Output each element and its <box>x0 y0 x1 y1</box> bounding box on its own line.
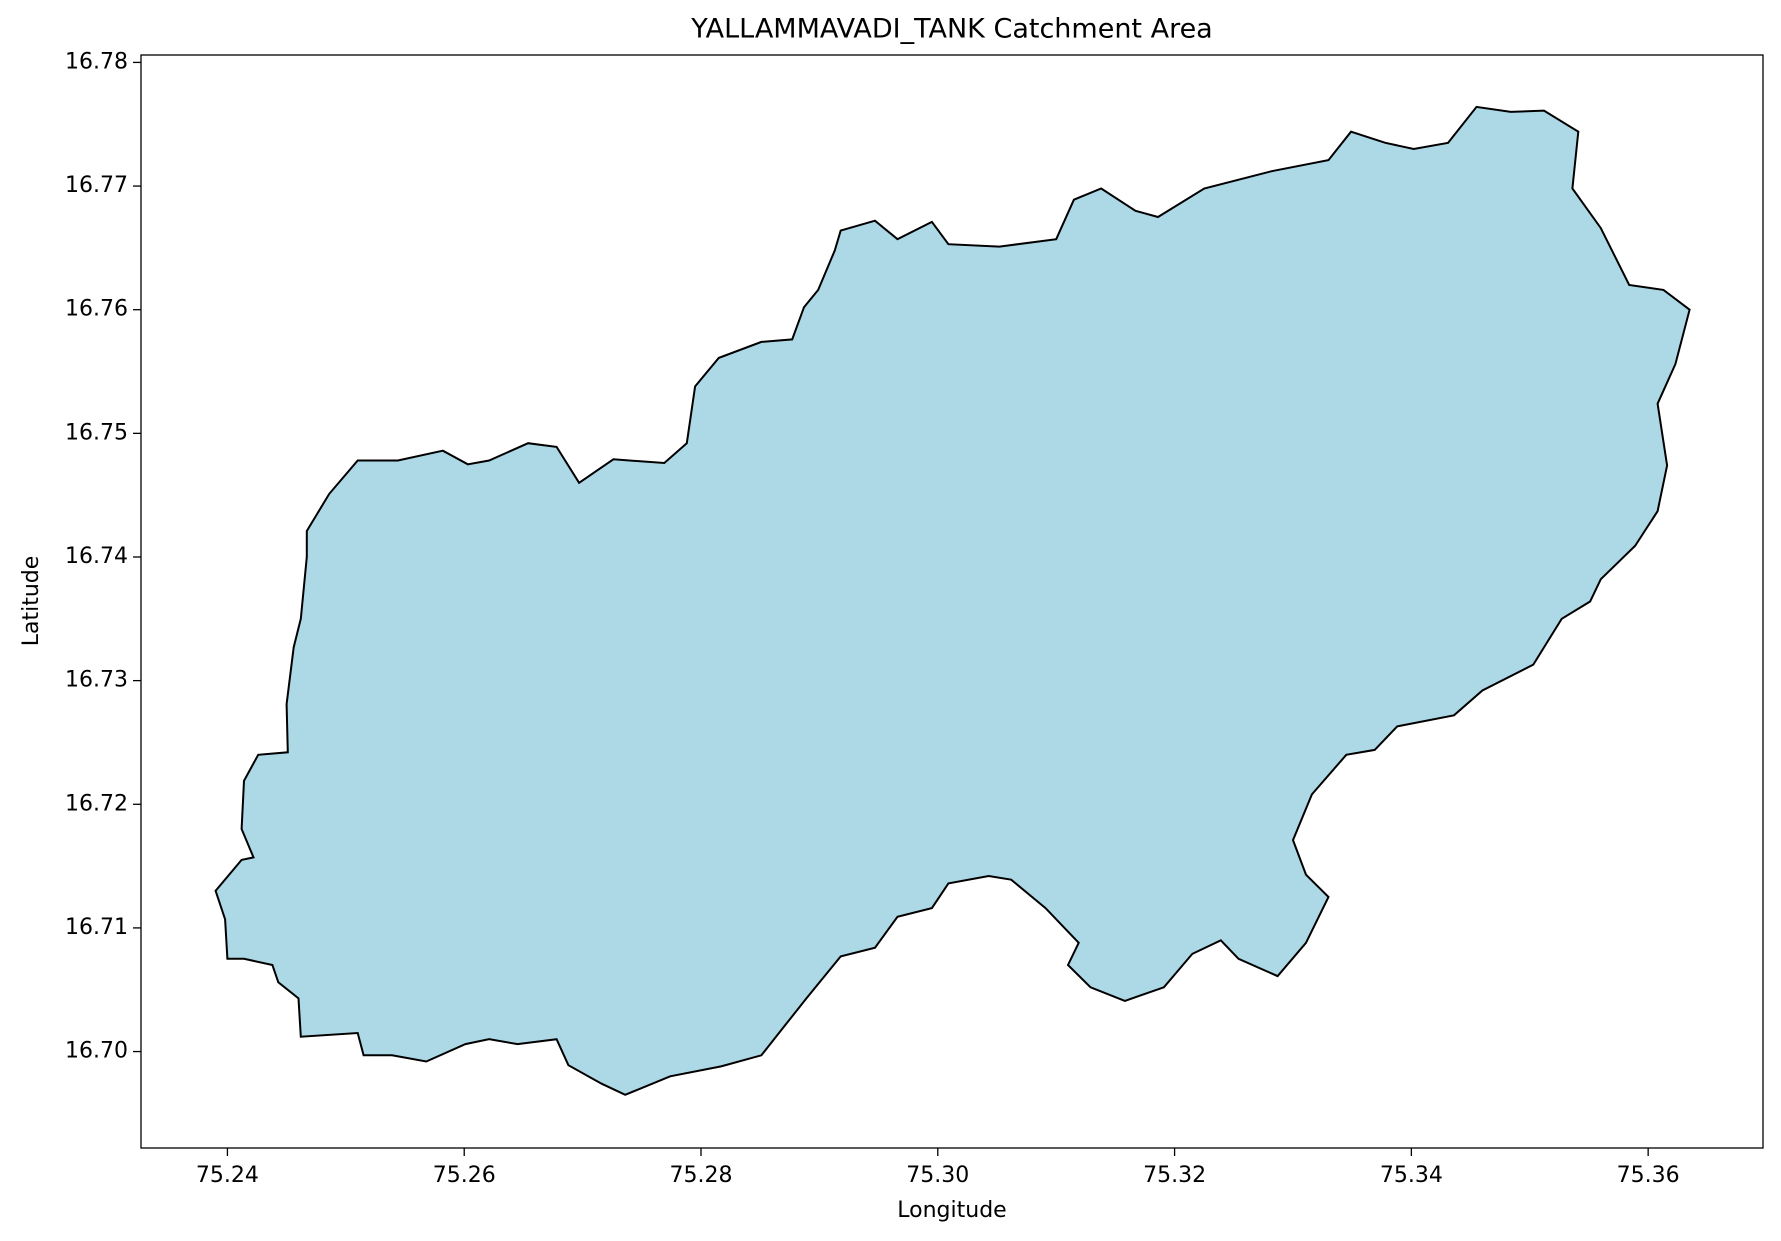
x-tick-label: 75.26 <box>433 1163 496 1188</box>
y-tick-label: 16.73 <box>65 668 128 693</box>
x-tick-label: 75.34 <box>1380 1163 1443 1188</box>
y-tick-label: 16.74 <box>65 544 128 569</box>
y-tick-label: 16.76 <box>65 297 128 322</box>
y-tick-label: 16.71 <box>65 915 128 940</box>
x-tick-label: 75.24 <box>196 1163 259 1188</box>
y-tick-label: 16.75 <box>65 420 128 445</box>
y-axis-label: Latitude <box>19 556 44 647</box>
plot-frame <box>140 54 1764 1149</box>
x-tick-label: 75.28 <box>670 1163 733 1188</box>
y-tick-label: 16.72 <box>65 791 128 816</box>
chart-title: YALLAMMAVADI_TANK Catchment Area <box>690 14 1212 45</box>
y-tick-label: 16.70 <box>65 1039 128 1064</box>
x-axis-label: Longitude <box>897 1198 1006 1223</box>
x-tick-label: 75.30 <box>906 1163 969 1188</box>
y-tick-label: 16.78 <box>65 49 128 74</box>
x-tick-label: 75.36 <box>1617 1163 1680 1188</box>
y-tick-label: 16.77 <box>65 173 128 198</box>
x-tick-label: 75.32 <box>1143 1163 1206 1188</box>
catchment-polygon <box>214 105 1691 1096</box>
